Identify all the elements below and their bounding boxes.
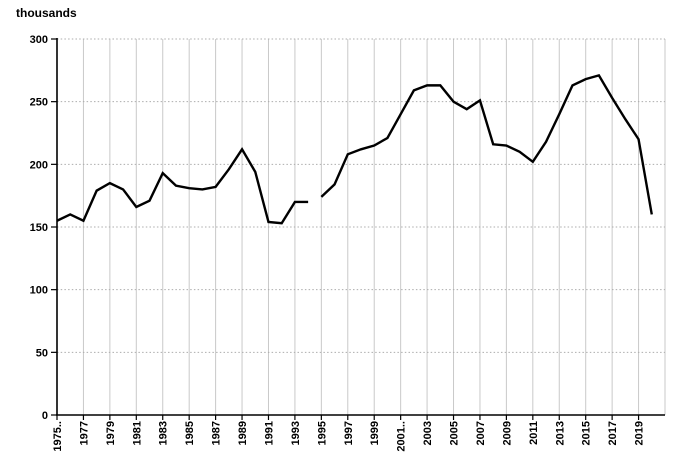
series-line-1975-1994 [56,147,309,225]
y-tick-label: 0 [42,410,48,422]
x-tick-label: 1997 [343,421,355,445]
x-tick-label: 2005 [449,421,461,445]
x-tick-label: 1979 [105,421,117,445]
y-tick-label: 150 [30,222,48,234]
series-line-1995-2020 [320,73,653,215]
x-tick-label: 1989 [237,421,249,445]
x-tick-label: 2011 [528,421,540,445]
x-tick-label: 1975.. [52,421,64,452]
x-tick-label: 1987 [211,421,223,445]
x-tick-label: 2017 [607,421,619,445]
x-tick-label: 2007 [475,421,487,445]
y-tick-label: 250 [30,97,48,109]
data-series [56,73,653,225]
x-axis-ticks: 1975.. 1977 1979 1981 1983 1985 1987 1989 1991 19… [52,415,646,452]
x-tick-label: 1983 [158,421,170,445]
x-tick-label: 1981 [131,421,143,445]
x-tick-label: 2019 [634,421,646,445]
x-tick-label: 2015 [581,421,593,445]
x-tick-label: 2001.. [396,421,408,452]
horizontal-gridlines [57,38,665,353]
x-tick-label: 1977 [78,421,90,445]
unit-label: thousands [16,6,77,20]
y-tick-label: 300 [30,34,48,46]
x-tick-label: 1999 [369,421,381,445]
y-tick-label: 50 [36,347,48,359]
x-tick-label: 2003 [422,421,434,445]
x-tick-label: 2009 [501,421,513,445]
x-tick-label: 2013 [554,421,566,445]
x-tick-label: 1991 [263,421,275,445]
y-axis-ticks: 0 50 100 150 200 250 300 [30,34,57,422]
x-tick-label: 1985 [184,421,196,445]
x-tick-label: 1993 [290,421,302,445]
x-tick-label: 1995 [316,421,328,445]
y-tick-label: 100 [30,285,48,297]
y-tick-label: 200 [30,159,48,171]
